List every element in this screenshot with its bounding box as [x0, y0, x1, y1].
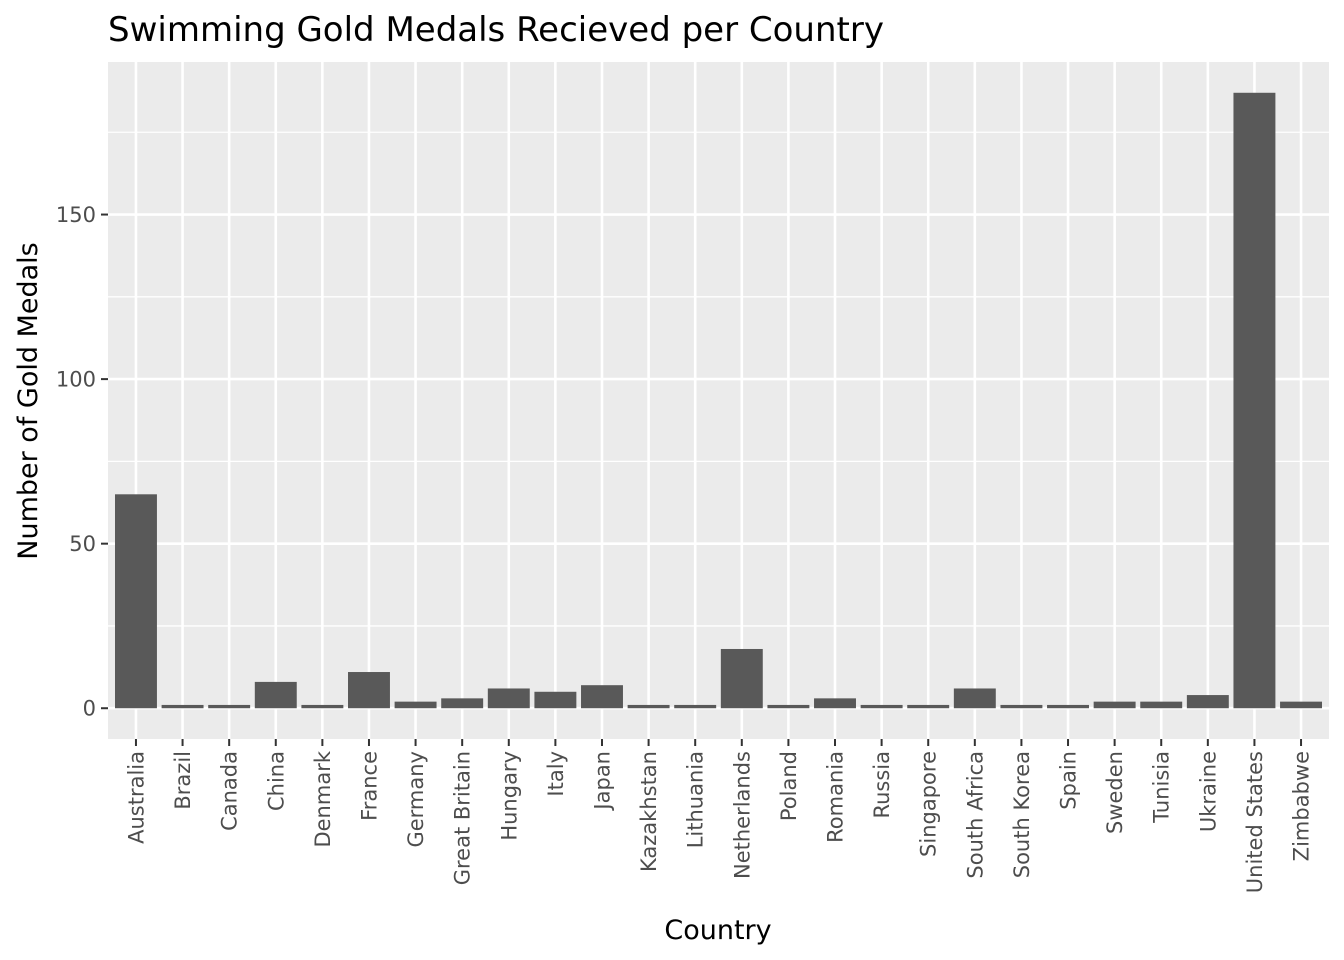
bar-brazil [161, 704, 204, 709]
x-tick-label: Spain [1057, 751, 1081, 810]
bar-japan [581, 685, 623, 709]
plot-panel [108, 62, 1329, 739]
bar-germany [394, 701, 437, 709]
y-tick-label: 100 [56, 368, 96, 392]
x-tick-label: Tunisia [1150, 751, 1174, 824]
x-tick-label: Denmark [311, 750, 335, 847]
x-axis-title: Country [664, 915, 771, 946]
x-tick-label: Italy [544, 751, 568, 797]
bar-canada [208, 704, 251, 709]
bar-russia [860, 704, 903, 709]
x-tick-label: Poland [777, 751, 801, 821]
x-tick-label: Zimbabwe [1290, 751, 1314, 861]
x-tick-label: Lithuania [684, 751, 708, 848]
bar-spain [1047, 704, 1089, 709]
bar-singapore [907, 704, 950, 709]
x-tick-label: Ukraine [1196, 751, 1220, 832]
bar-great-britain [441, 698, 484, 709]
bar-ukraine [1186, 695, 1229, 709]
bar-australia [114, 494, 157, 709]
x-tick-label: South Africa [963, 751, 987, 879]
bar-france [348, 672, 390, 709]
x-tick-label: Singapore [917, 751, 941, 857]
bar-lithuania [674, 704, 717, 709]
bar-tunisia [1140, 701, 1183, 709]
y-axis-title: Number of Gold Medals [13, 242, 44, 559]
bar-netherlands [720, 648, 763, 709]
x-tick-label: Kazakhstan [637, 751, 661, 872]
bar-china [254, 681, 297, 709]
y-tick-label: 50 [69, 532, 96, 556]
bar-kazakhstan [627, 704, 670, 709]
x-tick-label: Russia [870, 751, 894, 819]
bar-hungary [487, 688, 530, 709]
y-tick-label: 150 [56, 203, 96, 227]
bar-romania [814, 698, 856, 709]
major-gridlines [108, 62, 1329, 739]
bar-zimbabwe [1280, 701, 1323, 709]
x-tick-label: Brazil [171, 751, 195, 810]
x-axis: Australia Brazil Canada China Denmark France G… [124, 739, 1314, 893]
x-tick-label: Netherlands [730, 751, 754, 879]
x-tick-label: Japan [590, 751, 614, 812]
x-tick-label: Great Britain [451, 751, 475, 885]
y-axis: 0 50 100 150 [56, 203, 108, 721]
bar-denmark [301, 704, 344, 709]
y-tick-label: 0 [83, 697, 96, 721]
x-tick-label: France [357, 751, 381, 821]
x-tick-label: Canada [218, 751, 242, 831]
minor-gridlines [108, 131, 1329, 627]
x-tick-label: Sweden [1103, 751, 1127, 834]
bar-poland [767, 704, 810, 709]
bar-south-korea [1000, 704, 1043, 709]
x-tick-label: South Korea [1010, 751, 1034, 878]
x-tick-label: Germany [404, 751, 428, 848]
chart-title: Swimming Gold Medals Recieved per Countr… [108, 10, 884, 50]
bar-italy [534, 691, 577, 709]
x-tick-label: United States [1243, 751, 1267, 893]
x-tick-label: Australia [124, 751, 148, 844]
bar-united-states [1233, 92, 1276, 709]
x-tick-label: China [264, 751, 288, 811]
bars [114, 92, 1323, 709]
x-tick-label: Hungary [497, 751, 521, 841]
x-tick-label: Romania [824, 751, 848, 843]
bar-sweden [1093, 701, 1136, 709]
bar-south-africa [953, 688, 996, 709]
